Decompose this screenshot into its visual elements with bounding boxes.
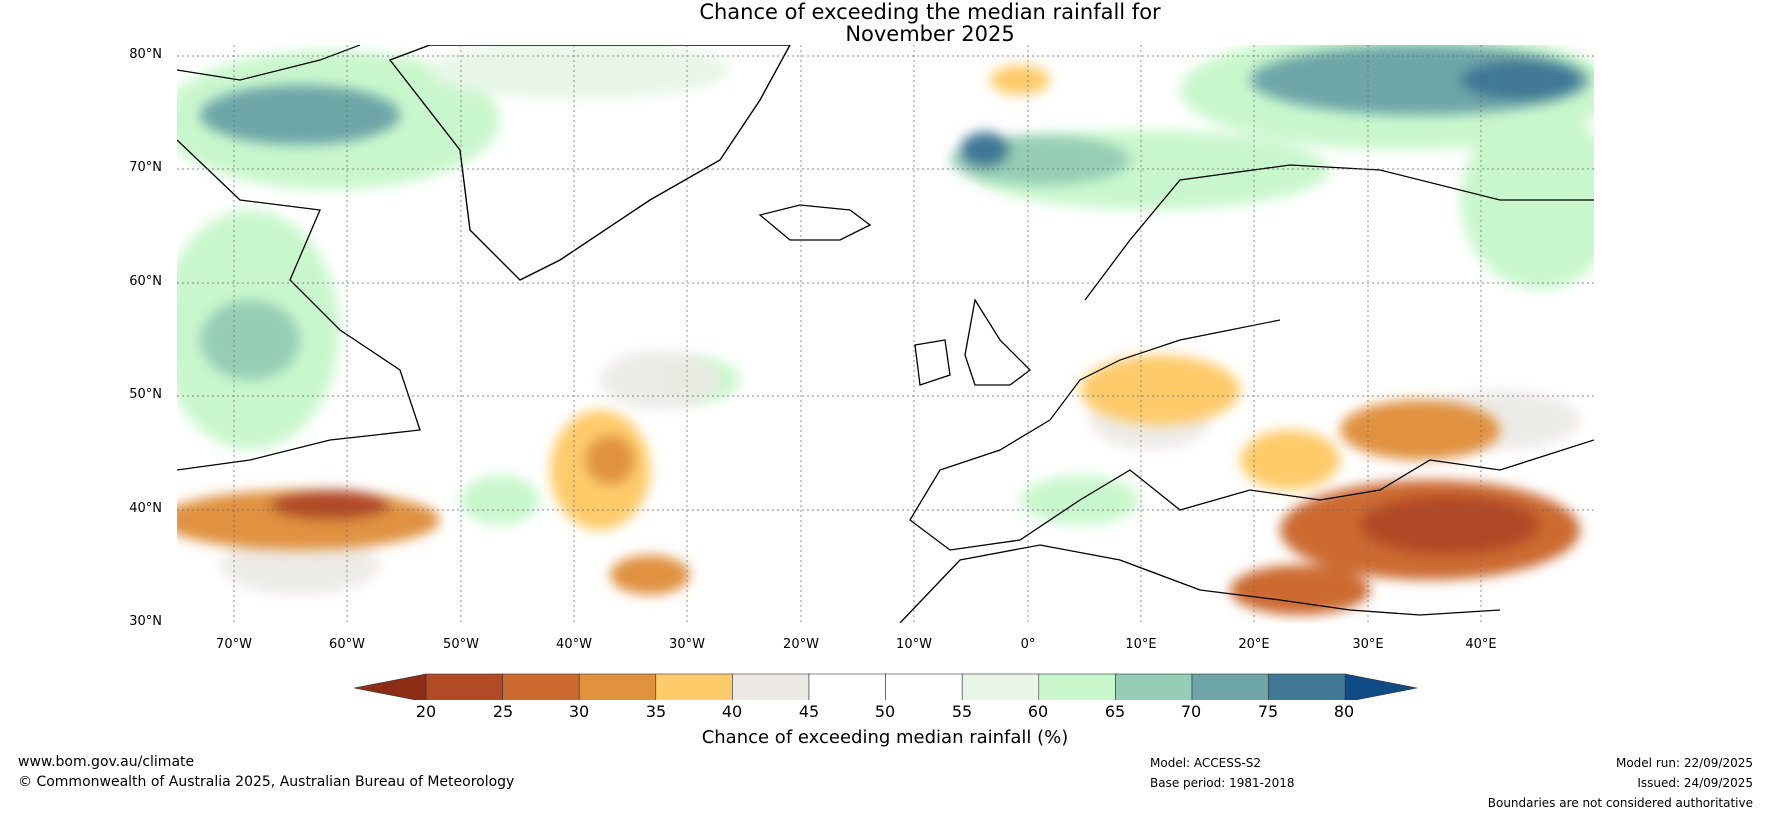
colorbar-segment	[1038, 673, 1116, 700]
colorbar-segment	[1191, 673, 1269, 700]
lon-label: 10°E	[1125, 637, 1157, 652]
lat-label: 30°N	[129, 614, 162, 629]
very-wet-region	[1460, 60, 1580, 100]
dry-region	[270, 490, 390, 520]
colorbar-segment	[885, 673, 963, 700]
colorbar-segment	[1268, 673, 1346, 700]
dry-region	[610, 555, 690, 595]
coastline-north-africa	[899, 544, 1501, 623]
graticule	[177, 45, 1594, 623]
colorbar-tick: 20	[415, 702, 437, 721]
coastline-iceland	[758, 204, 872, 241]
wet-region	[430, 45, 730, 100]
colorbar-segment	[961, 673, 1040, 700]
very-wet-region	[200, 300, 300, 380]
lat-label: 50°N	[129, 387, 162, 402]
footer-url: www.bom.gov.au/climate	[18, 754, 195, 770]
footer-disclaimer: Boundaries are not considered authoritat…	[1487, 796, 1753, 810]
chart-title-line1: Chance of exceeding the median rainfall …	[699, 0, 1161, 24]
lon-label: 30°W	[669, 637, 705, 652]
rainfall-field	[177, 45, 1594, 623]
colorbar-tick: 70	[1180, 702, 1202, 721]
colorbar-tick: 40	[721, 702, 743, 721]
neutral-region	[220, 535, 380, 595]
colorbar-label: Chance of exceeding median rainfall (%)	[701, 727, 1069, 748]
very-wet-region	[960, 132, 1010, 168]
colorbar-tick: 45	[798, 702, 820, 721]
colorbar	[353, 673, 1418, 700]
footer-copyright: © Commonwealth of Australia 2025, Austra…	[18, 774, 515, 790]
colorbar-segment	[1115, 673, 1193, 700]
lat-label: 80°N	[129, 47, 162, 62]
lon-label: 50°W	[443, 637, 479, 652]
lat-label: 40°N	[129, 501, 162, 516]
colorbar-segment	[732, 673, 810, 700]
lon-label: 30°E	[1352, 637, 1384, 652]
coastline-greenland	[388, 45, 791, 281]
lon-label: 20°E	[1238, 637, 1270, 652]
coastline-europe-west	[1049, 319, 1281, 421]
rainfall-map	[177, 45, 1594, 700]
chart-title-line2: November 2025	[845, 22, 1015, 46]
footer-issued: Issued: 24/09/2025	[1637, 776, 1753, 790]
colorbar-tick: 80	[1333, 702, 1355, 721]
colorbar-tick: 25	[492, 702, 514, 721]
colorbar-tick: 50	[874, 702, 896, 721]
colorbar-segment	[655, 673, 733, 700]
footer-base-period: Base period: 1981-2018	[1150, 776, 1295, 790]
coastline-britain	[964, 298, 1031, 386]
colorbar-tick: 30	[568, 702, 590, 721]
colorbar-segment	[578, 673, 657, 700]
coastline-north-america	[177, 139, 421, 471]
footer-model-run: Model run: 22/09/2025	[1615, 756, 1753, 770]
colorbar-segment	[808, 673, 886, 700]
lon-label: 0°	[1020, 637, 1036, 652]
dry-region	[990, 65, 1050, 95]
wet-region	[460, 475, 540, 525]
coastline-ireland	[914, 339, 951, 386]
lat-label: 60°N	[129, 274, 162, 289]
lon-label: 20°W	[783, 637, 819, 652]
dry-region	[1360, 495, 1540, 555]
very-wet-region	[200, 85, 400, 145]
lon-label: 10°W	[896, 637, 932, 652]
colorbar-tick: 75	[1257, 702, 1279, 721]
coastline-arctic-islands	[177, 45, 361, 81]
coastline-mediterranean-north	[909, 419, 1594, 551]
dry-region	[1240, 430, 1340, 490]
colorbar-extend-low	[353, 673, 427, 700]
colorbar-tick: 65	[1104, 702, 1126, 721]
lat-label: 70°N	[129, 160, 162, 175]
footer-model: Model: ACCESS-S2	[1150, 756, 1262, 770]
colorbar-segment	[502, 673, 580, 700]
colorbar-tick: 60	[1027, 702, 1049, 721]
colorbar-extend-high	[1344, 673, 1418, 700]
neutral-region	[600, 350, 720, 410]
dry-region	[585, 435, 635, 485]
coastline-scandinavia	[1084, 164, 1594, 301]
dry-region	[1340, 400, 1500, 460]
colorbar-segment	[425, 673, 503, 700]
colorbar-tick: 35	[645, 702, 667, 721]
dry-region	[1080, 355, 1240, 425]
lon-label: 60°W	[329, 637, 365, 652]
lon-label: 40°W	[556, 637, 592, 652]
lon-label: 70°W	[216, 637, 252, 652]
colorbar-tick: 55	[951, 702, 973, 721]
dry-region	[1230, 565, 1370, 615]
lon-label: 40°E	[1465, 637, 1497, 652]
